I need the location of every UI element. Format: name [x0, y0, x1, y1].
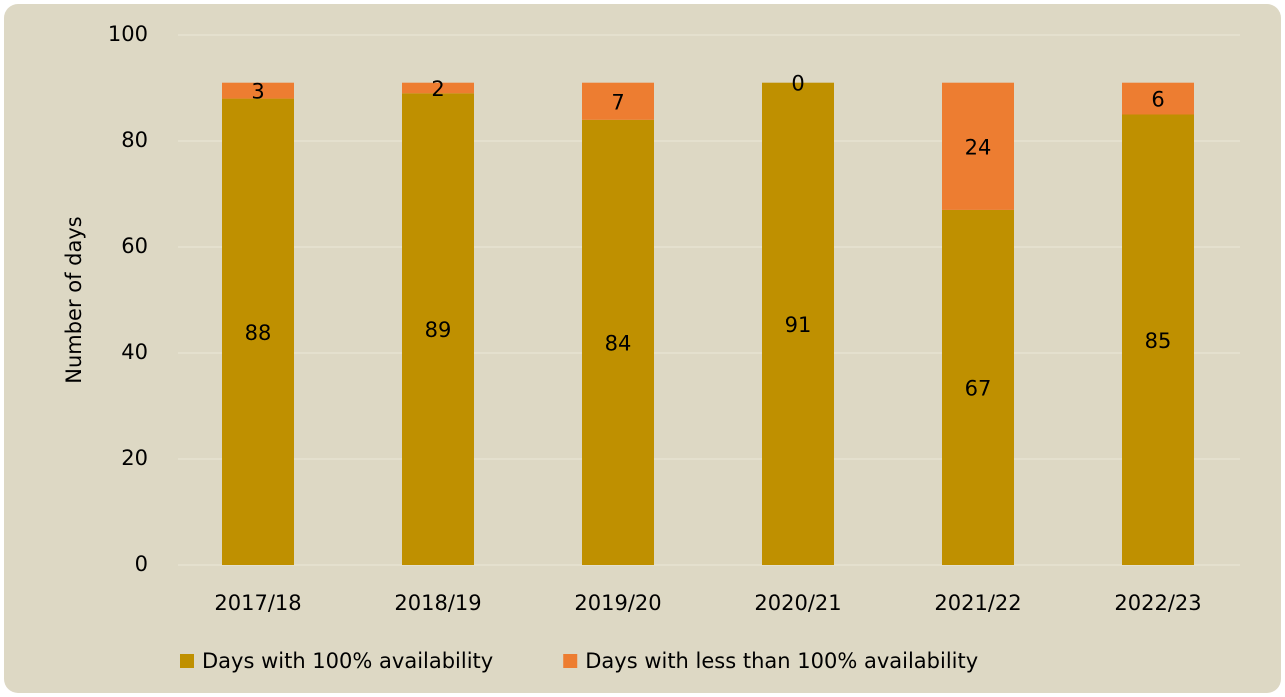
data-label: 91 [785, 313, 812, 337]
data-label: 24 [965, 135, 992, 159]
legend-swatch [563, 654, 578, 668]
legend-label: Days with less than 100% availability [585, 649, 978, 673]
bar-segment [582, 82, 654, 120]
bar-segment [222, 82, 294, 99]
y-tick-label: 40 [121, 340, 148, 364]
data-label: 84 [605, 331, 632, 355]
x-tick-label: 2019/20 [574, 591, 661, 615]
x-tick-label: 2020/21 [754, 591, 841, 615]
data-label: 6 [1151, 88, 1164, 112]
data-label: 3 [251, 80, 264, 104]
y-tick-label: 80 [121, 128, 148, 152]
bar-segment [1122, 82, 1194, 115]
data-label: 7 [611, 90, 624, 114]
bar-segment [402, 82, 474, 94]
x-tick-label: 2022/23 [1114, 591, 1201, 615]
legend-swatch [180, 654, 194, 668]
y-tick-label: 60 [121, 234, 148, 258]
y-tick-label: 100 [108, 22, 148, 46]
bar-segment [1122, 114, 1194, 565]
x-tick-label: 2017/18 [214, 591, 301, 615]
data-label: 89 [425, 318, 452, 342]
x-tick-label: 2018/19 [394, 591, 481, 615]
bar-segment [942, 82, 1014, 210]
bar-segment [762, 82, 834, 565]
data-label: 0 [791, 72, 804, 96]
y-axis-label: Number of days [62, 216, 86, 384]
legend-label: Days with 100% availability [202, 649, 493, 673]
data-label: 2 [431, 77, 444, 101]
y-tick-label: 20 [121, 446, 148, 470]
bar-segment [942, 209, 1014, 565]
y-tick-label: 0 [135, 552, 148, 576]
data-label: 67 [965, 376, 992, 400]
x-tick-label: 2021/22 [934, 591, 1021, 615]
bar-segment [402, 93, 474, 566]
bar-segment [582, 119, 654, 566]
data-label: 88 [245, 321, 272, 345]
data-label: 85 [1145, 329, 1172, 353]
bar-segment [222, 98, 294, 565]
